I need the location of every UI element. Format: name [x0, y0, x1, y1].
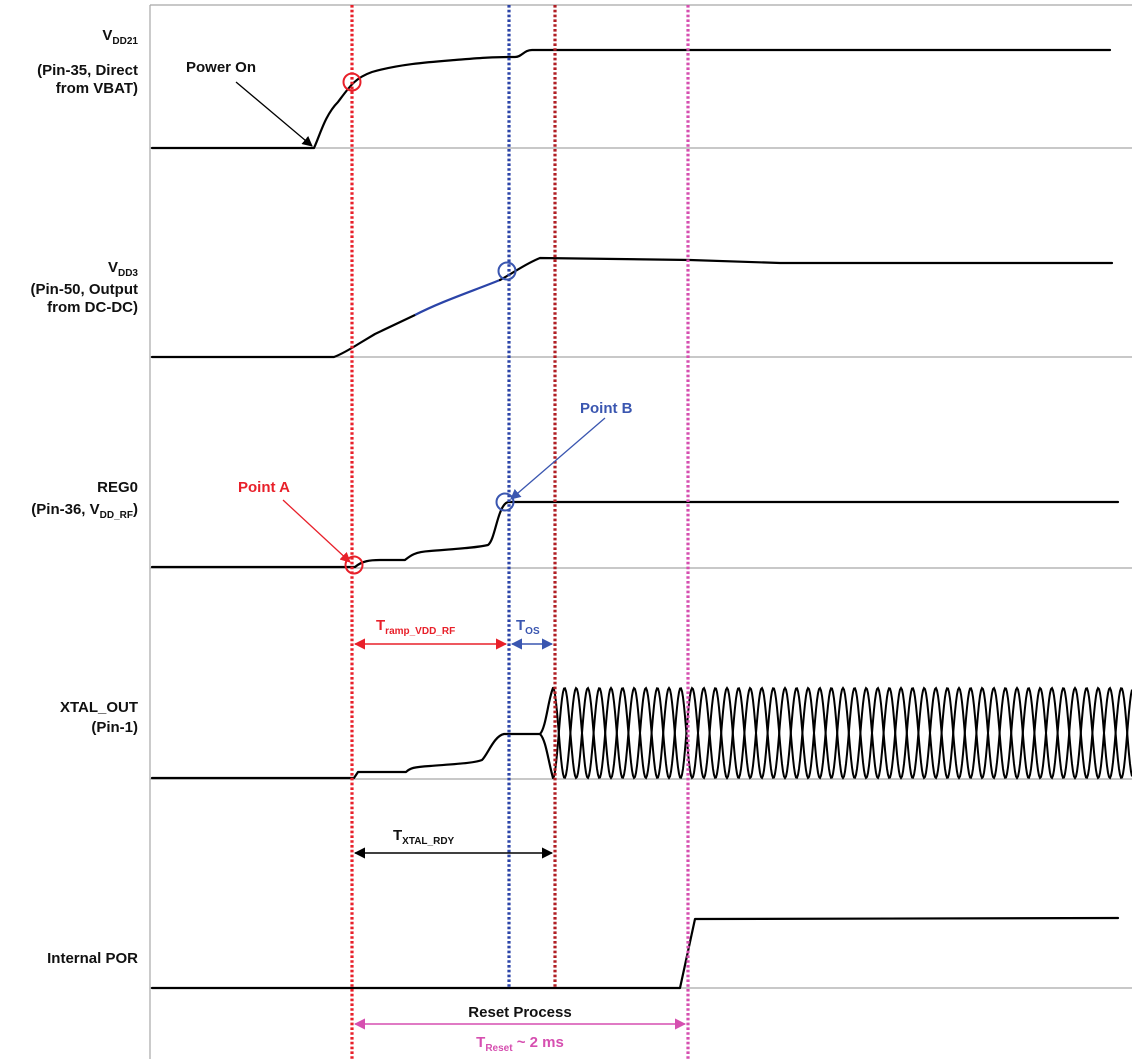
point-a-arrow [282, 499, 351, 563]
svg-text:XTAL_OUT: XTAL_OUT [60, 699, 138, 716]
tos-label: TOS [516, 617, 540, 637]
svg-text:VDD3: VDD3 [108, 259, 138, 279]
xtal-oscillation-wave-a [552, 686, 1132, 780]
power-on-label: Power On [186, 59, 256, 76]
treset-label: TReset ~ 2 ms [476, 1034, 564, 1054]
waveform-internal-por [150, 916, 1120, 990]
waveform-vdd21 [150, 48, 1112, 150]
row-label-reg0: REG0 (Pin-36, VDD_RF) [31, 479, 138, 521]
point-b-arrow [510, 417, 606, 500]
waveform-vdd3-start [150, 313, 417, 359]
point-circle-point-a [344, 555, 364, 575]
svg-text:Internal POR: Internal POR [47, 950, 138, 967]
waveform-vdd3-blue-segment [414, 278, 501, 316]
svg-text:(Pin-36, VDD_RF): (Pin-36, VDD_RF) [31, 501, 138, 521]
waveform-vdd3-end [498, 256, 1114, 282]
svg-text:(Pin-35, Direct: (Pin-35, Direct [37, 62, 138, 79]
point-b-label: Point B [580, 400, 633, 417]
point-circle-vdd21 [342, 72, 362, 92]
waveform-reg0 [150, 500, 1120, 569]
svg-text:(Pin-1): (Pin-1) [91, 719, 138, 736]
svg-text:from DC-DC): from DC-DC) [47, 299, 138, 316]
svg-text:REG0: REG0 [97, 479, 138, 496]
reset-process-label: Reset Process [468, 1004, 571, 1021]
tramp-vdd-rf-label: Tramp_VDD_RF [376, 617, 455, 637]
row-label-vdd21: VDD21 (Pin-35, Direct from VBAT) [37, 27, 138, 97]
point-a-label: Point A [238, 479, 290, 496]
waveform-xtal-pre [150, 732, 555, 780]
point-circle-vdd3 [497, 261, 517, 281]
svg-text:VDD21: VDD21 [102, 27, 138, 47]
waveform-xtal-rise [538, 686, 555, 736]
txtal-rdy-label: TXTAL_RDY [393, 827, 455, 847]
row-label-internal-por: Internal POR [47, 950, 138, 967]
row-label-vdd3: VDD3 (Pin-50, Output from DC-DC) [31, 259, 139, 316]
svg-text:(Pin-50, Output: (Pin-50, Output [31, 281, 139, 298]
point-circle-point-b [495, 492, 515, 512]
row-label-xtal-out: XTAL_OUT (Pin-1) [60, 699, 138, 736]
svg-text:from VBAT): from VBAT) [56, 80, 138, 97]
xtal-oscillation-wave-b [552, 686, 1132, 780]
power-on-arrow [235, 81, 313, 147]
xtal-oscillation [552, 686, 1132, 780]
